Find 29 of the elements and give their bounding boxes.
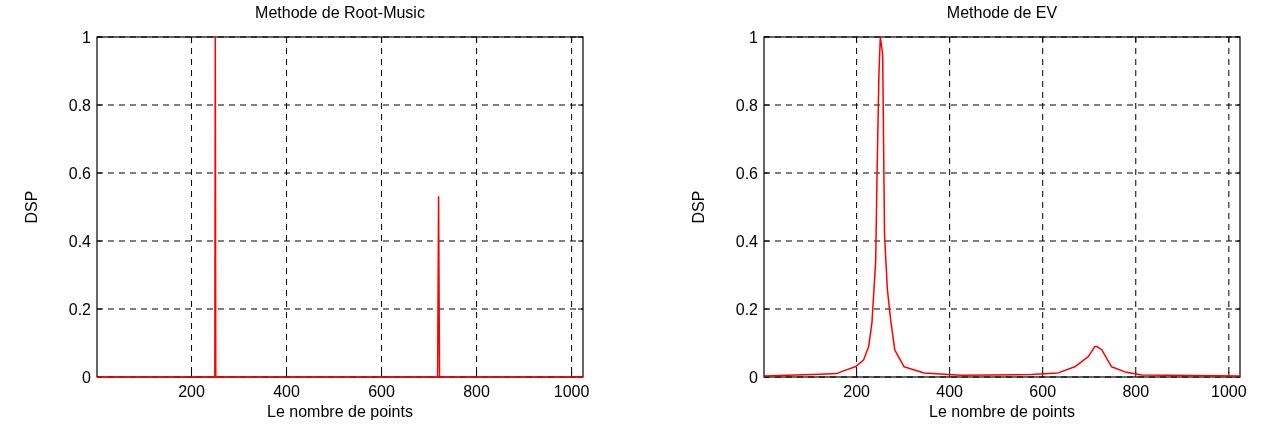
y-tick-label: 1 — [749, 28, 759, 46]
y-tick-label: 0 — [749, 368, 759, 386]
y-axis-title: DSP — [690, 190, 707, 224]
y-tick-label: 0.4 — [68, 232, 92, 250]
x-tick-label: 800 — [463, 383, 491, 400]
chart-title: Methode de EV — [946, 4, 1058, 21]
y-tick-label: 0.2 — [735, 300, 759, 318]
y-tick-label: 0.4 — [735, 232, 759, 250]
x-tick-label: 600 — [1029, 383, 1057, 400]
x-tick-label: 1000 — [1211, 383, 1247, 400]
y-tick-label: 0.6 — [735, 164, 759, 182]
x-tick-label: 200 — [843, 383, 871, 400]
x-tick-label: 1000 — [553, 383, 590, 400]
y-axis-title: DSP — [23, 190, 40, 224]
x-axis-title: Le nombre de points — [929, 403, 1075, 420]
line-series — [763, 36, 1241, 377]
y-tick-label: 0.8 — [68, 96, 92, 114]
y-tick-label: 0 — [82, 368, 92, 386]
chart-title: Methode de Root-Music — [255, 4, 425, 21]
x-tick-label: 800 — [1122, 383, 1150, 400]
x-tick-label: 400 — [273, 383, 300, 400]
y-tick-label: 1 — [82, 28, 92, 46]
x-tick-label: 200 — [178, 383, 205, 400]
y-tick-label: 0.2 — [68, 300, 92, 318]
x-tick-label: 400 — [936, 383, 964, 400]
y-tick-label: 0.6 — [68, 164, 92, 182]
y-tick-label: 0.8 — [735, 96, 759, 114]
x-tick-label: 600 — [368, 383, 396, 400]
x-axis-title: Le nombre de points — [267, 403, 413, 420]
